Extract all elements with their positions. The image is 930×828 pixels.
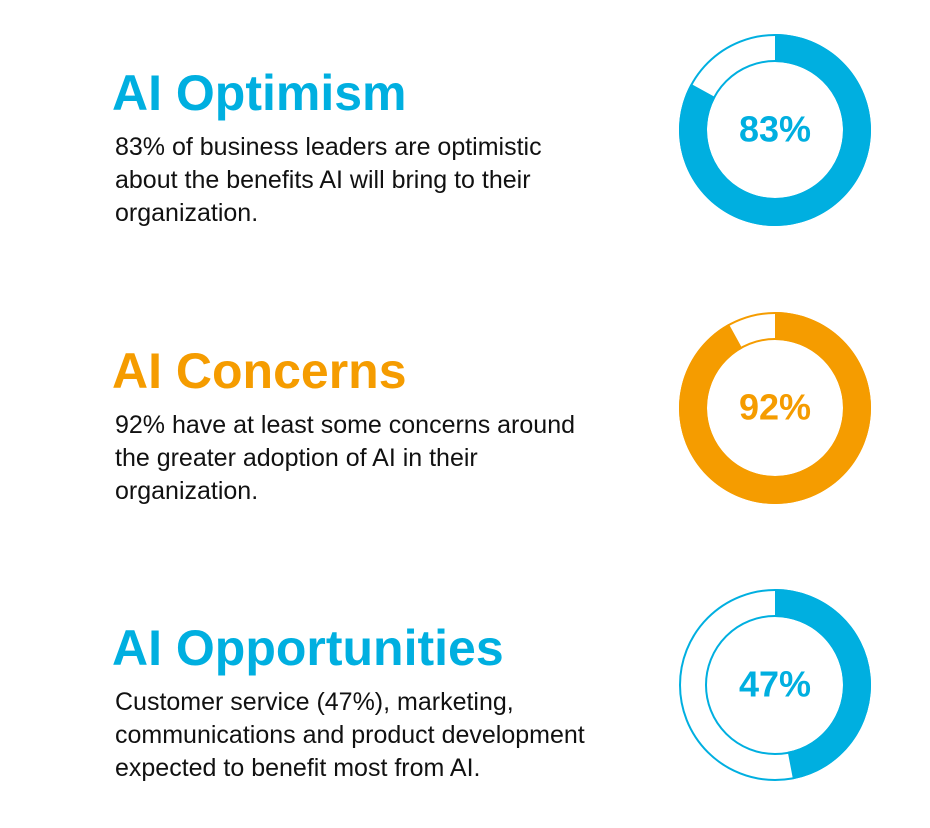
section-title: AI Concerns: [112, 343, 407, 399]
section-description: the greater adoption of AI in their: [115, 444, 478, 472]
section-description: expected to benefit most from AI.: [115, 754, 480, 782]
donut-value-label: 92%: [739, 387, 811, 428]
section-title: AI Opportunities: [112, 620, 504, 676]
section-description: Customer service (47%), marketing,: [115, 688, 514, 716]
section-description: communications and product development: [115, 721, 585, 749]
donut-arc: [775, 589, 872, 780]
section-description: organization.: [115, 199, 258, 227]
section-description: organization.: [115, 477, 258, 505]
section-title: AI Optimism: [112, 65, 406, 121]
section-description: 92% have at least some concerns around: [115, 411, 575, 439]
donut-value-label: 47%: [739, 664, 811, 705]
section-description: 83% of business leaders are optimistic: [115, 133, 542, 161]
section-description: about the benefits AI will bring to thei…: [115, 166, 531, 194]
donut-value-label: 83%: [739, 109, 811, 150]
